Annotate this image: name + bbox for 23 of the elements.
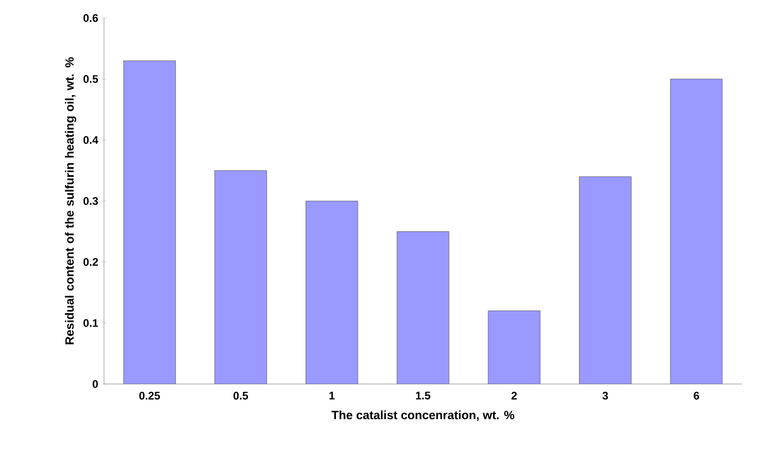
y-tick-label: 0.6	[83, 14, 98, 22]
x-tick-label: 0.25	[139, 392, 160, 400]
bar	[123, 60, 176, 384]
y-tick-label: 0.5	[83, 75, 98, 83]
bar	[214, 170, 267, 384]
x-tick-label: 1.5	[416, 392, 430, 400]
x-tick-label: 6	[694, 392, 700, 400]
bar	[488, 310, 540, 384]
x-tick-label: 2	[511, 392, 517, 400]
y-tick-label: 0.2	[83, 258, 98, 266]
y-tick-label: 0	[92, 380, 98, 388]
bar	[306, 200, 358, 384]
y-tick-label: 0.4	[83, 136, 98, 144]
x-tick-label: 0.5	[234, 392, 248, 400]
x-axis-title: The catalist concenration, wt. %	[332, 410, 514, 422]
y-axis-title: Residual content of the sulfurin heating oil, wt. %	[64, 57, 76, 344]
x-tick-label: 1	[329, 392, 335, 400]
y-tick-label: 0.1	[83, 319, 98, 327]
y-tick-label: 0.3	[83, 197, 98, 205]
x-tick-label: 3	[602, 392, 608, 400]
bar	[579, 176, 632, 384]
bar	[670, 78, 723, 384]
bar	[396, 231, 450, 384]
